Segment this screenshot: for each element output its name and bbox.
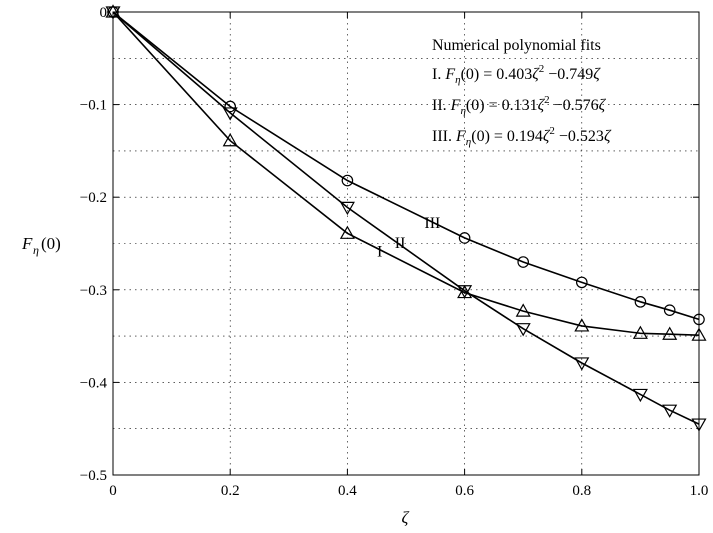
- x-tick-label: 0.6: [455, 483, 474, 499]
- series-line-II: [112, 11, 700, 425]
- x-axis-label: ζ: [402, 508, 410, 527]
- marker-circle: [458, 232, 471, 244]
- x-tick-label: 0: [109, 483, 117, 499]
- marker-circle: [341, 174, 354, 187]
- series-line-III: [112, 11, 700, 321]
- tick-labels: 0 0.2 0.4 0.6 0.8 1.0 0 −0.1 −0.2 −0.3 −0.4 −0.5: [80, 5, 709, 499]
- annotation-title: Numerical polynomial fits: [432, 37, 601, 54]
- series-label-I: I: [377, 243, 382, 260]
- marker-triangle-down: [457, 285, 473, 299]
- marker-triangle-up: [691, 327, 707, 341]
- x-tick-label: 1.0: [690, 483, 709, 499]
- series-label-III: III: [424, 215, 440, 232]
- y-tick-label: −0.5: [80, 468, 107, 484]
- grid: [113, 12, 699, 475]
- marker-circle: [663, 304, 676, 316]
- marker-triangle-down: [222, 107, 238, 121]
- marker-circle: [693, 313, 705, 326]
- marker-triangle-down: [515, 323, 531, 337]
- marker-triangle-up: [515, 303, 531, 317]
- svg-text:η: η: [33, 243, 39, 257]
- y-tick-label: −0.3: [80, 283, 107, 299]
- marker-circle: [517, 256, 529, 268]
- y-tick-label: 0: [100, 5, 108, 21]
- series-II: [105, 6, 707, 432]
- marker-circle: [107, 6, 119, 18]
- marker-circle: [575, 276, 588, 289]
- x-tick-label: 0.8: [572, 483, 591, 499]
- y-axis-label: F η (0): [21, 234, 61, 257]
- series-III: [107, 6, 705, 326]
- marker-triangle-down: [662, 404, 678, 418]
- fit-equation-3: III. Fη(0) = 0.194ζ2 −0.523ζ: [432, 125, 612, 148]
- y-tick-label: −0.2: [80, 190, 107, 206]
- x-tick-label: 0.2: [221, 483, 240, 499]
- fit-equation-1: I. Fη(0) = 0.403ζ2 −0.749ζ: [432, 63, 601, 86]
- marker-triangle-down: [574, 357, 590, 371]
- y-tick-label: −0.1: [80, 98, 107, 114]
- series-line-I: [112, 11, 700, 336]
- svg-text:F: F: [21, 234, 33, 253]
- axes: [112, 11, 700, 476]
- series-label-II: II: [395, 235, 406, 252]
- fit-equation-2: II. Fη(0) = 0.131ζ2 −0.576ζ: [432, 94, 607, 117]
- y-tick-label: −0.4: [80, 375, 108, 391]
- marker-triangle-down: [339, 201, 355, 216]
- x-tick-label: 0.4: [338, 483, 357, 499]
- marker-circle: [224, 100, 236, 113]
- marker-triangle-up: [632, 325, 648, 339]
- marker-triangle-up: [662, 326, 678, 340]
- marker-triangle-up: [574, 318, 590, 332]
- series: [105, 4, 707, 432]
- marker-triangle-up: [222, 132, 238, 147]
- marker-triangle-down: [632, 388, 648, 403]
- marker-triangle-up: [339, 225, 355, 239]
- svg-text:(0): (0): [41, 234, 61, 253]
- marker-circle: [634, 296, 647, 308]
- marker-triangle-down: [691, 418, 707, 432]
- plot-frame: [112, 11, 700, 476]
- fit-annotation: Numerical polynomial fits I. Fη(0) = 0.4…: [432, 37, 612, 148]
